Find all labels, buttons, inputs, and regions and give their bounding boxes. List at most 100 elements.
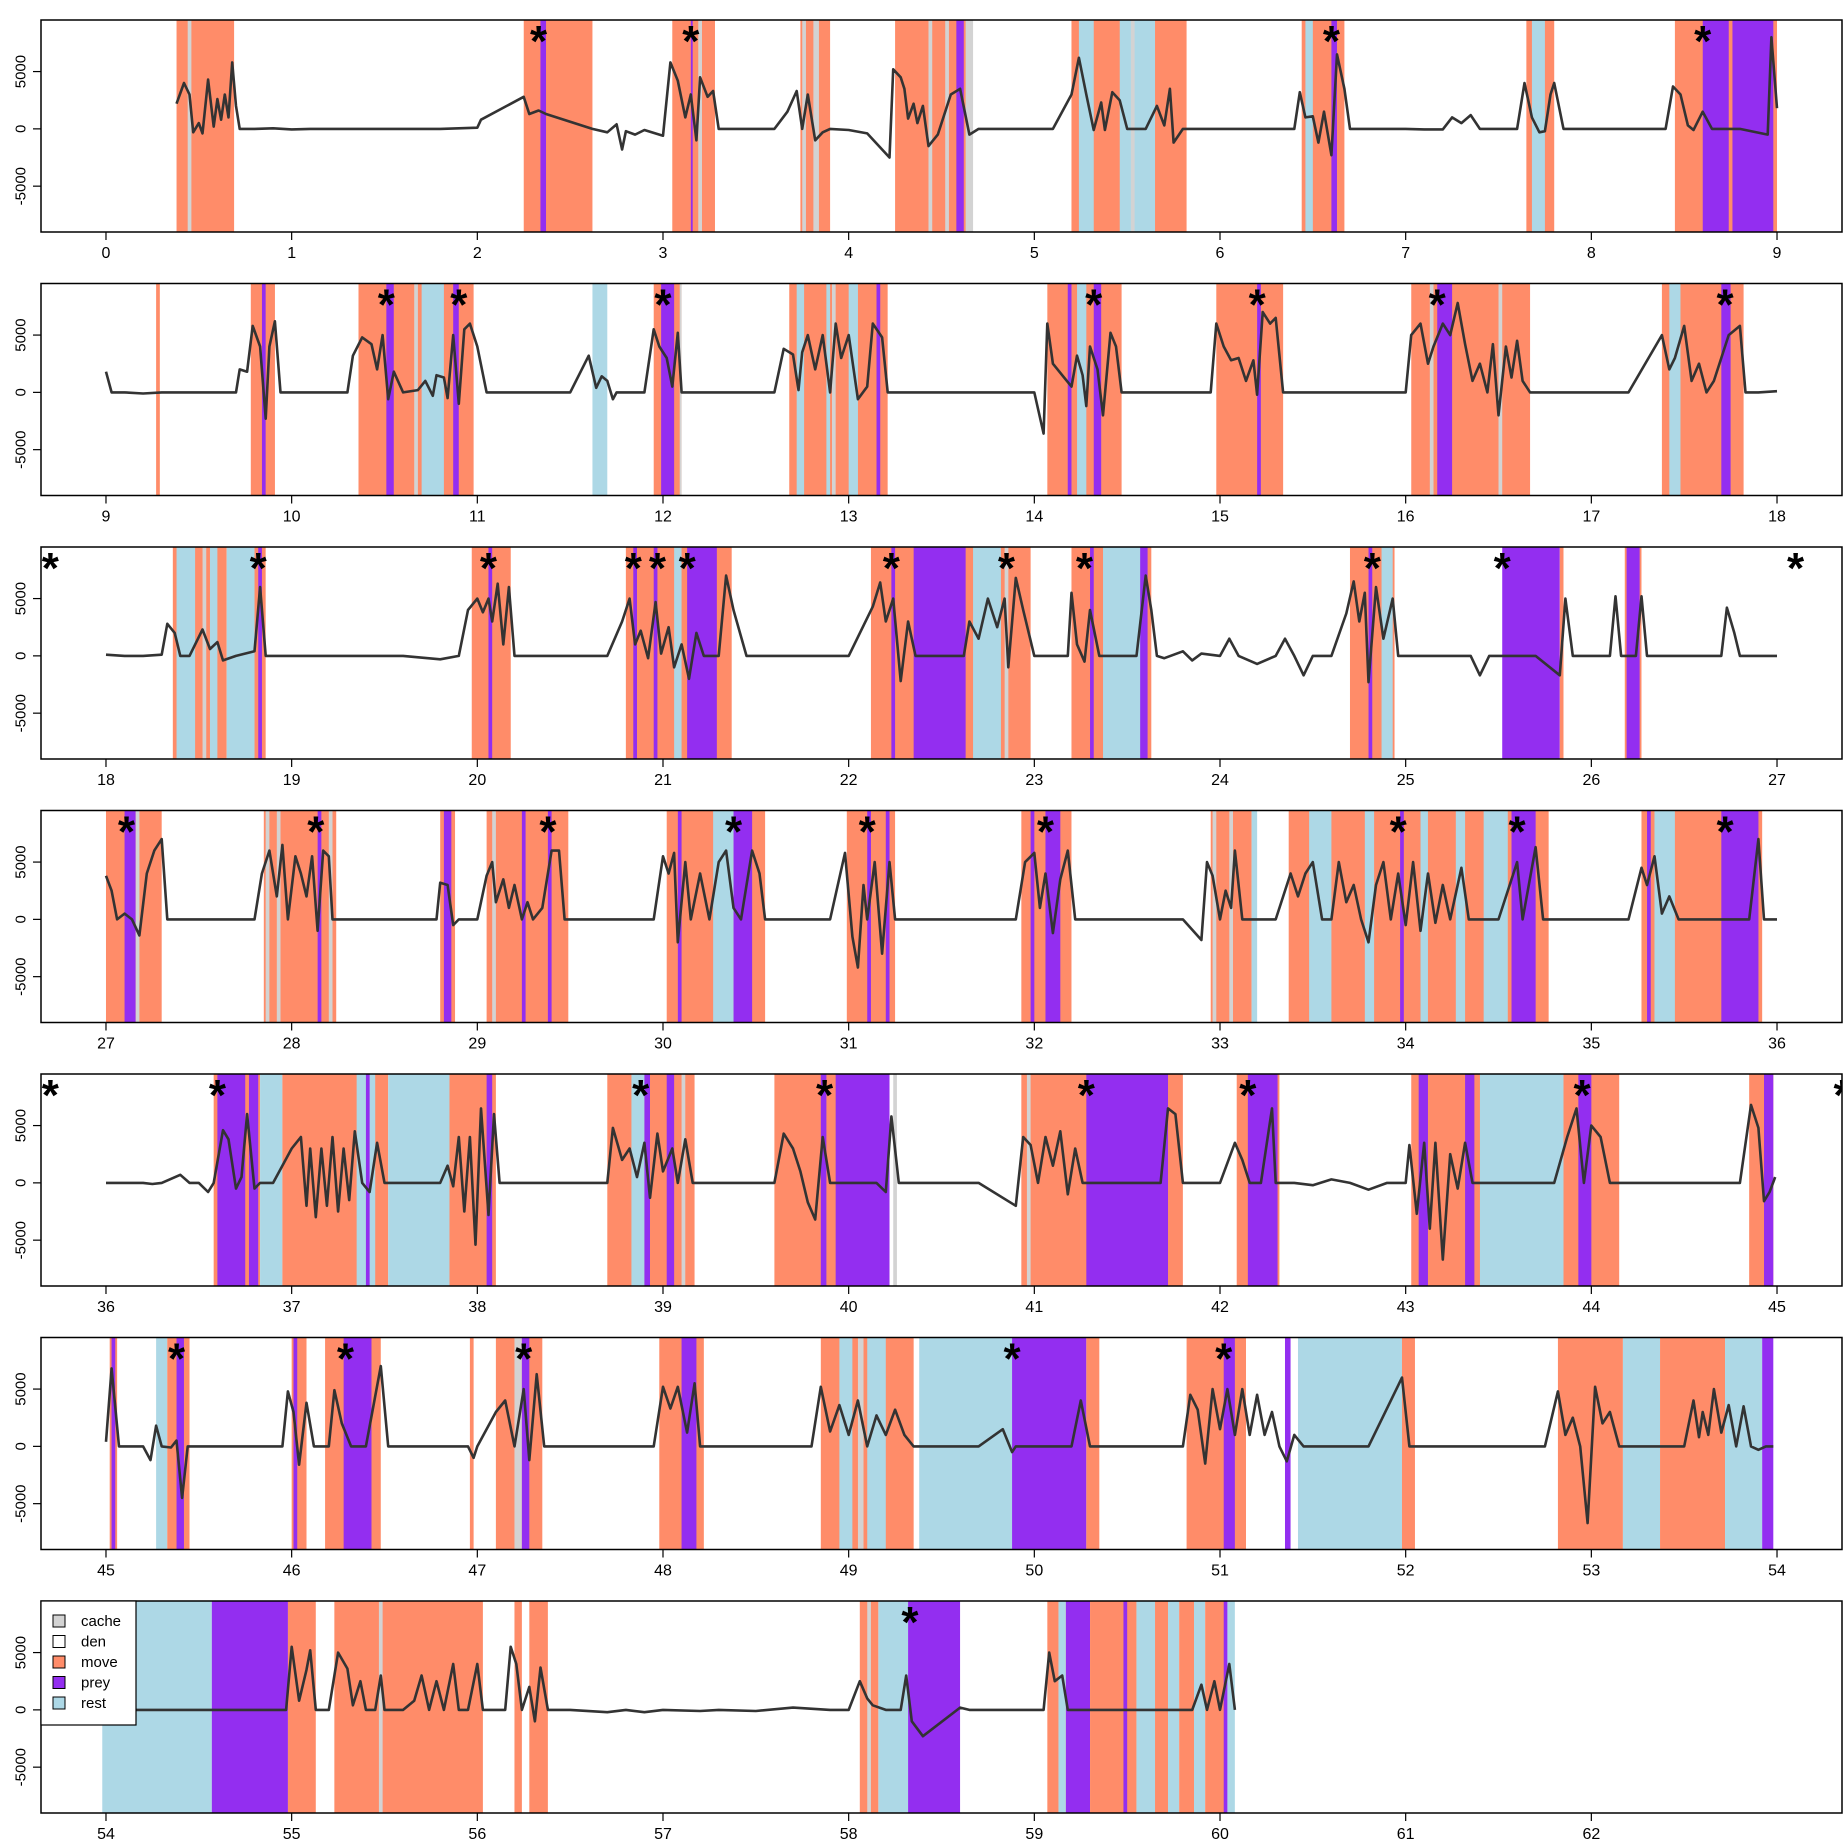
star-marker: * bbox=[859, 808, 877, 857]
panel-frame bbox=[40, 1336, 1843, 1551]
legend-swatch-cache bbox=[52, 1614, 66, 1628]
x-tick-label: 54 bbox=[97, 1826, 115, 1843]
band-rest bbox=[867, 1337, 886, 1550]
panel-frame bbox=[40, 19, 1843, 233]
band-prey bbox=[1721, 283, 1731, 496]
star-marker: * bbox=[649, 544, 667, 593]
star-marker: * bbox=[1085, 281, 1103, 330]
band-prey bbox=[1502, 547, 1560, 759]
band-prey bbox=[1090, 547, 1094, 759]
band-prey bbox=[891, 547, 896, 759]
star-marker: * bbox=[42, 544, 60, 593]
star-marker: * bbox=[1716, 281, 1734, 330]
band-rest bbox=[973, 547, 1001, 759]
star-marker: * bbox=[1215, 1335, 1233, 1384]
x-tick-label: 38 bbox=[468, 1299, 486, 1316]
band-rest bbox=[839, 1337, 853, 1550]
band-cache bbox=[135, 810, 140, 1023]
band-prey bbox=[690, 20, 693, 232]
band-prey bbox=[820, 1074, 827, 1286]
y-tick-label: 5000 bbox=[13, 318, 30, 351]
star-marker: * bbox=[539, 808, 557, 857]
band-move bbox=[1179, 1601, 1195, 1813]
x-tick-label: 56 bbox=[468, 1826, 486, 1843]
band-rest bbox=[1531, 20, 1545, 232]
legend-label-den: den bbox=[81, 1634, 106, 1651]
band-prey bbox=[956, 20, 964, 232]
x-tick-label: 27 bbox=[97, 1036, 115, 1053]
band-move bbox=[1090, 1601, 1137, 1813]
band-cache bbox=[857, 1337, 864, 1550]
x-tick-label: 17 bbox=[1582, 509, 1600, 526]
band-prey bbox=[1045, 810, 1061, 1023]
band-rest bbox=[1455, 810, 1466, 1023]
band-move bbox=[469, 1337, 474, 1550]
x-tick-label: 9 bbox=[102, 509, 111, 526]
legend-label-prey: prey bbox=[81, 1675, 111, 1692]
band-move bbox=[1216, 283, 1284, 496]
band-prey bbox=[633, 547, 638, 759]
panel-1: * * * * -5000 0 5000 0 1 2 3 4 5 6 7 8 9 bbox=[13, 17, 1843, 262]
x-tick-label: 61 bbox=[1397, 1826, 1415, 1843]
x-tick-label: 40 bbox=[840, 1299, 858, 1316]
panel-plot-area: * * * * * * * * bbox=[42, 1074, 1842, 1286]
band-prey bbox=[521, 1337, 530, 1550]
band-cache bbox=[802, 20, 806, 232]
x-tick-label: 16 bbox=[1397, 509, 1415, 526]
star-marker: * bbox=[682, 17, 700, 66]
star-marker: * bbox=[378, 281, 396, 330]
band-rest bbox=[631, 1074, 645, 1286]
band-rest bbox=[1654, 810, 1675, 1023]
x-tick-label: 54 bbox=[1768, 1563, 1786, 1580]
panel-plot-area: * * * * * * * * * * * * bbox=[42, 544, 1805, 759]
band-rest bbox=[1078, 20, 1094, 232]
band-prey bbox=[666, 1074, 675, 1286]
x-tick-label: 23 bbox=[1025, 772, 1043, 789]
star-marker: * bbox=[168, 1335, 186, 1384]
band-rest bbox=[848, 283, 858, 496]
band-move bbox=[1186, 1337, 1246, 1550]
legend-label-rest: rest bbox=[81, 1695, 107, 1712]
star-marker: * bbox=[480, 544, 498, 593]
x-tick-label: 36 bbox=[97, 1299, 115, 1316]
band-prey bbox=[453, 283, 459, 496]
star-marker: * bbox=[1716, 808, 1734, 857]
x-tick-label: 24 bbox=[1211, 772, 1229, 789]
band-rest bbox=[1119, 20, 1156, 232]
band-prey bbox=[1257, 283, 1261, 496]
band-rest bbox=[1479, 1074, 1564, 1286]
band-move bbox=[514, 1601, 522, 1813]
band-cache bbox=[813, 20, 819, 232]
y-tick-label: -5000 bbox=[13, 1748, 30, 1786]
band-cache bbox=[893, 1074, 897, 1286]
x-tick-label: 44 bbox=[1582, 1299, 1600, 1316]
x-tick-label: 13 bbox=[840, 509, 858, 526]
x-tick-label: 8 bbox=[1587, 245, 1596, 262]
x-tick-label: 22 bbox=[840, 772, 858, 789]
band-rest bbox=[1305, 20, 1313, 232]
band-move bbox=[1047, 1601, 1059, 1813]
x-tick-label: 15 bbox=[1211, 509, 1229, 526]
x-tick-label: 62 bbox=[1582, 1826, 1600, 1843]
band-prey bbox=[876, 283, 881, 496]
x-tick-label: 30 bbox=[654, 1036, 672, 1053]
x-tick-label: 3 bbox=[659, 245, 668, 262]
band-prey bbox=[885, 810, 890, 1023]
x-tick-label: 6 bbox=[1216, 245, 1225, 262]
x-tick-label: 27 bbox=[1768, 772, 1786, 789]
band-rest bbox=[1309, 810, 1332, 1023]
band-rest bbox=[176, 547, 196, 759]
y-tick-label: -5000 bbox=[13, 957, 30, 995]
y-tick-label: 5000 bbox=[13, 845, 30, 878]
band-rest bbox=[1364, 810, 1375, 1023]
x-tick-label: 32 bbox=[1025, 1036, 1043, 1053]
x-tick-label: 58 bbox=[840, 1826, 858, 1843]
band-prey bbox=[1702, 20, 1729, 232]
y-tick-label: 0 bbox=[13, 1706, 30, 1714]
x-tick-label: 42 bbox=[1211, 1299, 1229, 1316]
series-line bbox=[175, 35, 1779, 159]
panel-frame bbox=[40, 809, 1843, 1024]
star-marker: * bbox=[1249, 281, 1267, 330]
x-tick-label: 45 bbox=[97, 1563, 115, 1580]
